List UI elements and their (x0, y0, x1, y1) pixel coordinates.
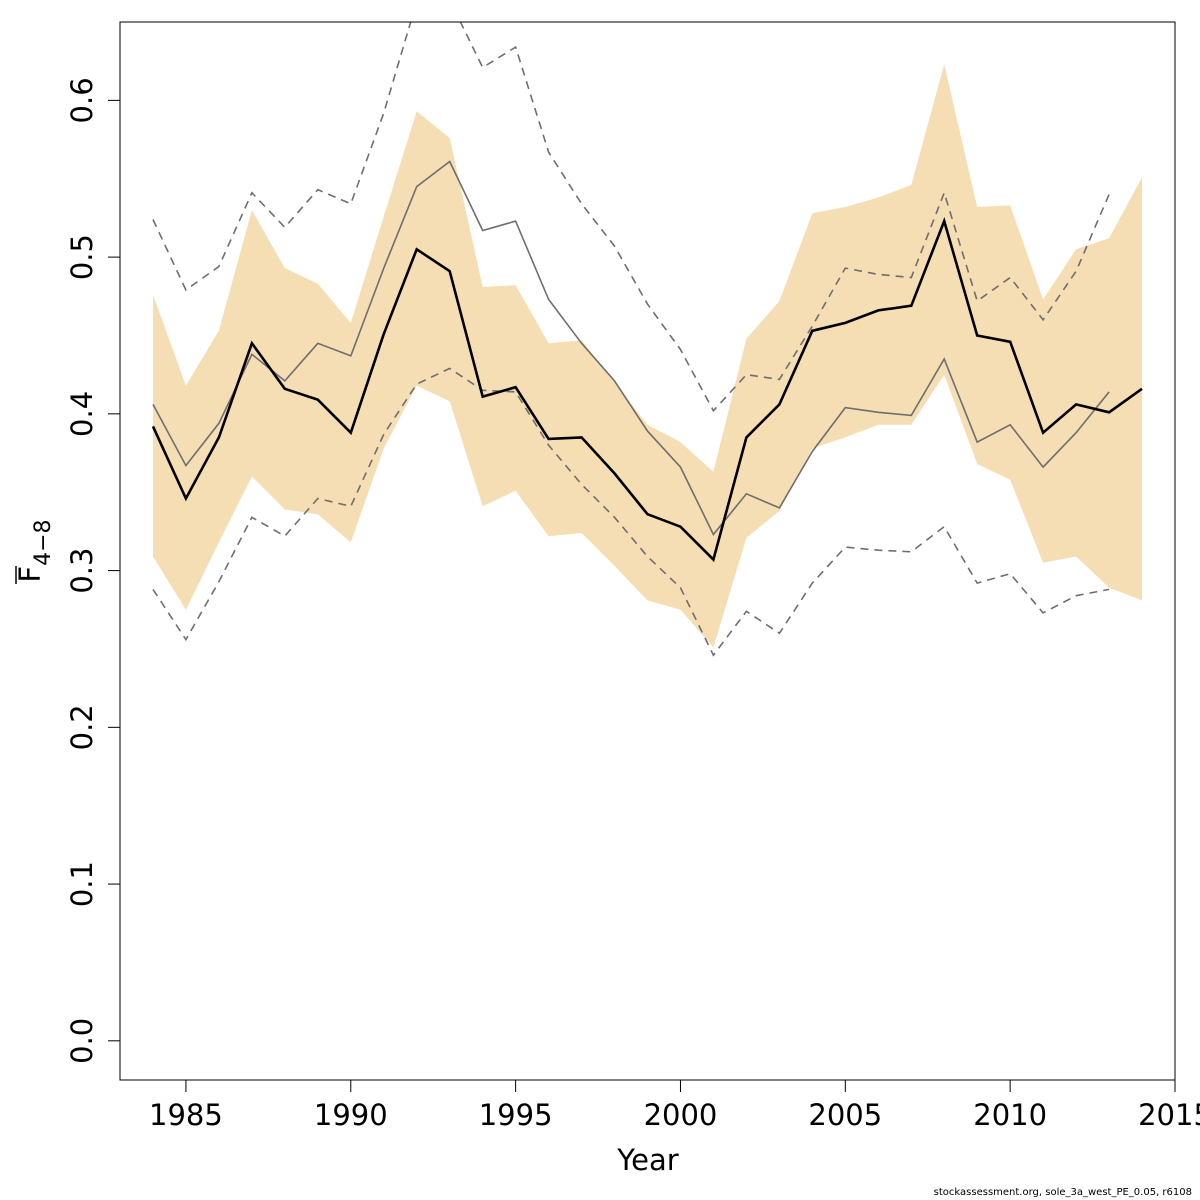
y-axis-title: F4−8 (13, 519, 56, 584)
x-axis-title: Year (616, 1143, 678, 1177)
y-tick-label: 0.3 (65, 548, 99, 594)
x-tick-label: 2000 (644, 1098, 718, 1132)
x-tick-label: 1985 (149, 1098, 223, 1132)
y-tick-label: 0.6 (65, 77, 99, 123)
x-tick-label: 2005 (808, 1098, 882, 1132)
y-tick-label: 0.0 (65, 1018, 99, 1064)
y-tick-label: 0.5 (65, 234, 99, 280)
x-tick-label: 2010 (973, 1098, 1047, 1132)
y-axis: 0.0 0.1 0.2 0.3 0.4 0.5 0.6 (65, 77, 121, 1064)
x-axis: 1985 1990 1995 2000 2005 2010 2015 (149, 1079, 1200, 1132)
x-tick-label: 1990 (314, 1098, 388, 1132)
footnote: stockassessment.org, sole_3a_west_PE_0.0… (933, 1187, 1192, 1198)
y-tick-label: 0.1 (65, 861, 99, 907)
confidence-band (153, 64, 1142, 648)
y-axis-title-main: F (13, 566, 47, 583)
y-axis-title-subscript: 4−8 (31, 519, 56, 565)
series-line-current (151, 217, 1143, 563)
series-line-previous-lower (152, 367, 1110, 657)
x-tick-label: 1995 (479, 1098, 553, 1132)
x-tick-label: 2015 (1138, 1098, 1200, 1132)
svg-text:F4−8: F4−8 (13, 519, 56, 582)
series-line-previous (152, 160, 1110, 536)
y-tick-label: 0.2 (65, 704, 99, 750)
y-tick-label: 0.4 (65, 391, 99, 437)
